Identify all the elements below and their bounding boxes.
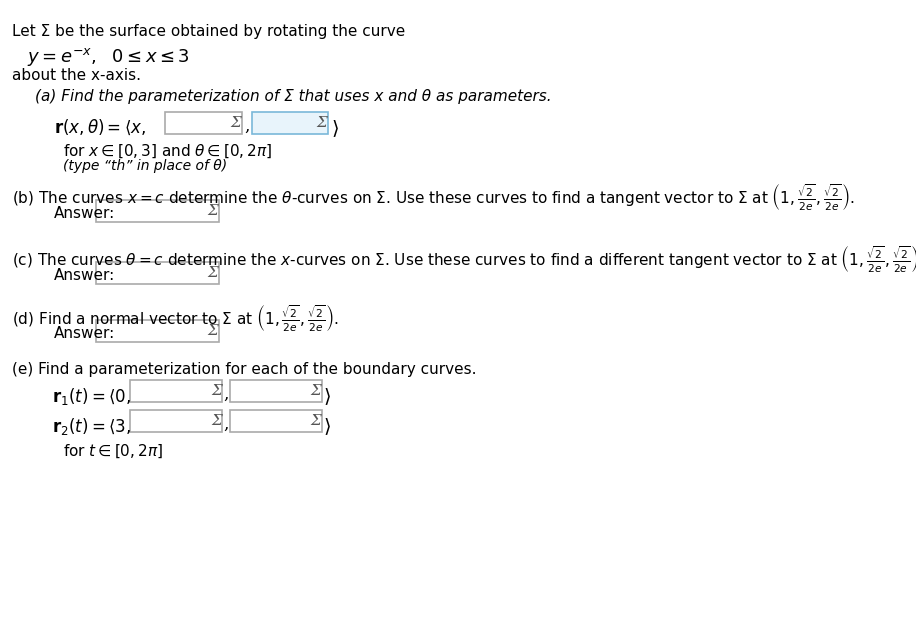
Text: (c) The curves $\theta = c$ determine the $x$-curves on $\Sigma$. Use these curv: (c) The curves $\theta = c$ determine th… <box>12 244 916 274</box>
Text: Σ: Σ <box>211 384 222 398</box>
FancyBboxPatch shape <box>96 262 219 284</box>
Text: $\rangle$: $\rangle$ <box>332 118 339 139</box>
Text: Σ: Σ <box>211 414 222 428</box>
FancyBboxPatch shape <box>252 112 328 134</box>
Text: about the x-axis.: about the x-axis. <box>12 68 140 83</box>
Text: $\rangle$: $\rangle$ <box>323 386 331 407</box>
Text: ,: , <box>224 416 229 433</box>
Text: $y = e^{-x}$$,\ \ 0 \leq x \leq 3$: $y = e^{-x}$$,\ \ 0 \leq x \leq 3$ <box>27 46 190 68</box>
Text: Σ: Σ <box>317 116 328 130</box>
Text: Σ: Σ <box>207 324 218 338</box>
FancyBboxPatch shape <box>96 320 219 342</box>
Text: $\mathbf{r}(x, \theta) = \langle x,$: $\mathbf{r}(x, \theta) = \langle x,$ <box>54 118 146 137</box>
FancyBboxPatch shape <box>230 380 322 402</box>
Text: (e) Find a parameterization for each of the boundary curves.: (e) Find a parameterization for each of … <box>12 362 476 377</box>
Text: Let Σ be the surface obtained by rotating the curve: Let Σ be the surface obtained by rotatin… <box>12 24 405 39</box>
FancyBboxPatch shape <box>130 410 223 432</box>
FancyBboxPatch shape <box>130 380 223 402</box>
Text: ,: , <box>244 118 249 135</box>
Text: Answer:: Answer: <box>54 268 114 283</box>
FancyBboxPatch shape <box>230 410 322 432</box>
Text: Σ: Σ <box>207 266 218 280</box>
Text: for $t \in [0, 2\pi]$: for $t \in [0, 2\pi]$ <box>63 443 163 460</box>
Text: $\mathbf{r}_1(t) = \langle 0,$: $\mathbf{r}_1(t) = \langle 0,$ <box>52 386 131 407</box>
Text: (type “th” in place of θ): (type “th” in place of θ) <box>63 159 227 173</box>
Text: (d) Find a normal vector to $\Sigma$ at $\left(1, \frac{\sqrt{2}}{2e}, \frac{\sq: (d) Find a normal vector to $\Sigma$ at … <box>12 303 339 333</box>
Text: Σ: Σ <box>311 384 322 398</box>
Text: ,: , <box>224 386 229 403</box>
Text: Σ: Σ <box>207 204 218 218</box>
Text: Σ: Σ <box>311 414 322 428</box>
Text: Σ: Σ <box>230 116 241 130</box>
Text: $\rangle$: $\rangle$ <box>323 416 331 437</box>
Text: (b) The curves $x = c$ determine the $\theta$-curves on $\Sigma$. Use these curv: (b) The curves $x = c$ determine the $\t… <box>12 182 854 212</box>
Text: Answer:: Answer: <box>54 326 114 341</box>
Text: $\mathbf{r}_2(t) = \langle 3,$: $\mathbf{r}_2(t) = \langle 3,$ <box>52 416 131 437</box>
Text: (a) Find the parameterization of Σ that uses x and θ as parameters.: (a) Find the parameterization of Σ that … <box>35 89 551 104</box>
Text: for $x \in [0, 3]$ and $\theta \in [0, 2\pi]$: for $x \in [0, 3]$ and $\theta \in [0, 2… <box>63 143 272 160</box>
FancyBboxPatch shape <box>165 112 242 134</box>
FancyBboxPatch shape <box>96 200 219 222</box>
Text: Answer:: Answer: <box>54 206 114 221</box>
